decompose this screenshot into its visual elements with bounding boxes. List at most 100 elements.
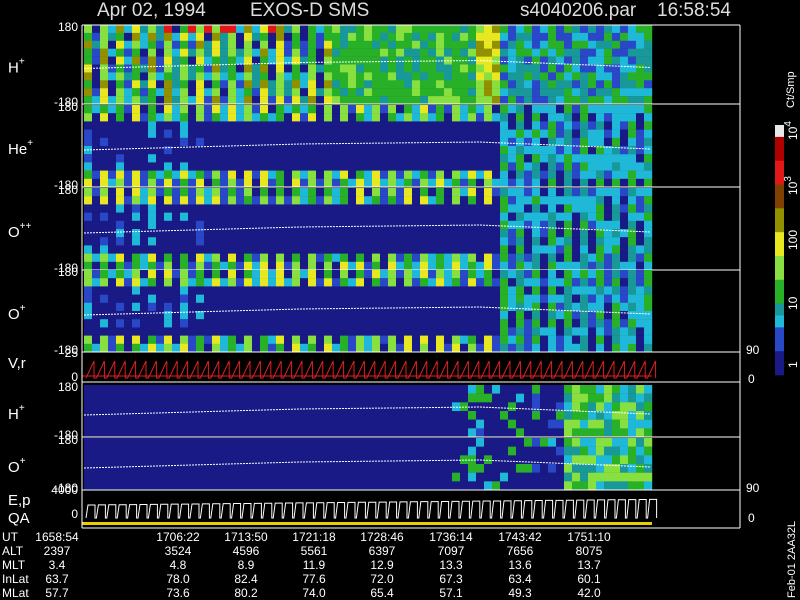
spectrogram-cell xyxy=(516,162,525,171)
spectrogram-cell xyxy=(484,302,493,312)
spectrogram-cell xyxy=(132,129,141,138)
spectrogram-cell xyxy=(636,154,645,163)
spectrogram-cell xyxy=(220,464,229,473)
spectrogram-cell xyxy=(108,25,117,34)
spectrogram-cell xyxy=(356,105,365,114)
spectrogram-cell xyxy=(140,237,149,246)
spectrogram-cell xyxy=(460,245,469,254)
spectrogram-cell xyxy=(300,335,309,344)
spectrogram-cell xyxy=(356,96,365,105)
spectrogram-cell xyxy=(420,25,429,34)
spectrogram-cell xyxy=(588,48,597,57)
spectrogram-cell xyxy=(484,385,493,394)
spectrogram-cell xyxy=(596,212,605,221)
spectrogram-cell xyxy=(604,113,613,122)
spectrogram-cell xyxy=(636,343,645,353)
spectrogram-cell xyxy=(372,327,381,336)
spectrogram-cell xyxy=(284,278,293,287)
spectrogram-cell xyxy=(492,343,501,353)
spectrogram-cell xyxy=(252,170,261,179)
spectrogram-cell xyxy=(260,411,269,420)
spectrogram-cell xyxy=(500,343,509,353)
spectrogram-cell xyxy=(340,327,349,336)
spectrogram-cell xyxy=(556,261,565,271)
spectrogram-cell xyxy=(356,278,365,287)
spectrogram-cell xyxy=(220,455,229,465)
spectrogram-cell xyxy=(124,25,133,34)
spectrogram-cell xyxy=(188,170,197,179)
spectrogram-cell xyxy=(388,40,397,49)
spectrogram-cell xyxy=(324,105,333,114)
spectrogram-cell xyxy=(396,335,405,344)
spectrogram-cell xyxy=(380,204,389,213)
spectrogram-cell xyxy=(108,80,117,89)
spectrogram-cell xyxy=(548,56,557,65)
spectrogram-cell xyxy=(500,204,509,213)
spectrogram-cell xyxy=(268,402,277,412)
spectrogram-cell xyxy=(612,253,621,262)
spectrogram-cell xyxy=(244,335,253,344)
spectrogram-cell xyxy=(220,80,229,89)
spectrogram-cell xyxy=(620,188,629,197)
spectrogram-cell xyxy=(228,481,237,491)
spectrogram-cell xyxy=(452,446,461,456)
spectrogram-cell xyxy=(276,481,285,491)
spectrogram-cell xyxy=(468,419,477,429)
spectrogram-cell xyxy=(460,212,469,221)
spectrogram-cell xyxy=(260,438,269,447)
spectrogram-cell xyxy=(108,237,117,246)
spectrogram-cell xyxy=(436,327,445,336)
spectrogram-cell xyxy=(412,56,421,65)
spectrogram-cell xyxy=(588,80,597,89)
spectrogram-cell xyxy=(260,286,269,295)
spectrogram-cell xyxy=(460,162,469,171)
spectrogram-cell xyxy=(636,237,645,246)
spectrogram-cell xyxy=(268,270,277,279)
spectrogram-cell xyxy=(172,170,181,179)
spectrogram-cell xyxy=(516,48,525,57)
spectrogram-cell xyxy=(188,343,197,353)
spectrogram-cell xyxy=(476,64,485,73)
spectrogram-cell xyxy=(324,319,333,328)
spectrogram-cell xyxy=(292,311,301,320)
spectrogram-cell xyxy=(108,411,117,420)
spectrogram-cell xyxy=(380,446,389,456)
spectrogram-cell xyxy=(428,64,437,73)
time: 16:58:54 xyxy=(657,0,731,21)
spectrogram-cell xyxy=(564,188,573,197)
spectrogram-cell xyxy=(228,261,237,271)
spectrogram-cell xyxy=(220,411,229,420)
spectrogram-cell xyxy=(324,335,333,344)
spectrogram-cell xyxy=(420,438,429,447)
spectrogram-cell xyxy=(300,25,309,34)
spectrogram-cell xyxy=(308,170,317,179)
spectrogram-cell xyxy=(412,446,421,456)
spectrogram-cell xyxy=(116,32,125,41)
spectrogram-cell xyxy=(380,343,389,353)
spectrogram-cell xyxy=(620,335,629,344)
spectrogram-cell xyxy=(588,88,597,97)
spectrogram-cell xyxy=(572,393,581,403)
spectrogram-cell xyxy=(556,286,565,295)
spectrogram-cell xyxy=(508,154,517,163)
spectrogram-cell xyxy=(292,343,301,353)
spectrogram-cell xyxy=(148,245,157,254)
spectrogram-cell xyxy=(268,162,277,171)
spectrogram-cell xyxy=(572,56,581,65)
spectrogram-cell xyxy=(404,481,413,491)
spectrogram-cell xyxy=(468,129,477,138)
spectrogram-cell xyxy=(172,464,181,473)
spectrogram-cell xyxy=(148,64,157,73)
spectrogram-cell xyxy=(316,327,325,336)
spectrogram-cell xyxy=(236,105,245,114)
spectrogram-cell xyxy=(380,411,389,420)
spectrogram-cell xyxy=(324,481,333,491)
spectrogram-cell xyxy=(604,25,613,34)
spectrogram-cell xyxy=(516,229,525,238)
spectrogram-cell xyxy=(556,154,565,163)
spectrogram-cell xyxy=(516,237,525,246)
spectrogram-cell xyxy=(412,393,421,403)
spectrogram-cell xyxy=(252,129,261,138)
spectrogram-cell xyxy=(84,286,93,295)
spectrogram-cell xyxy=(556,188,565,197)
